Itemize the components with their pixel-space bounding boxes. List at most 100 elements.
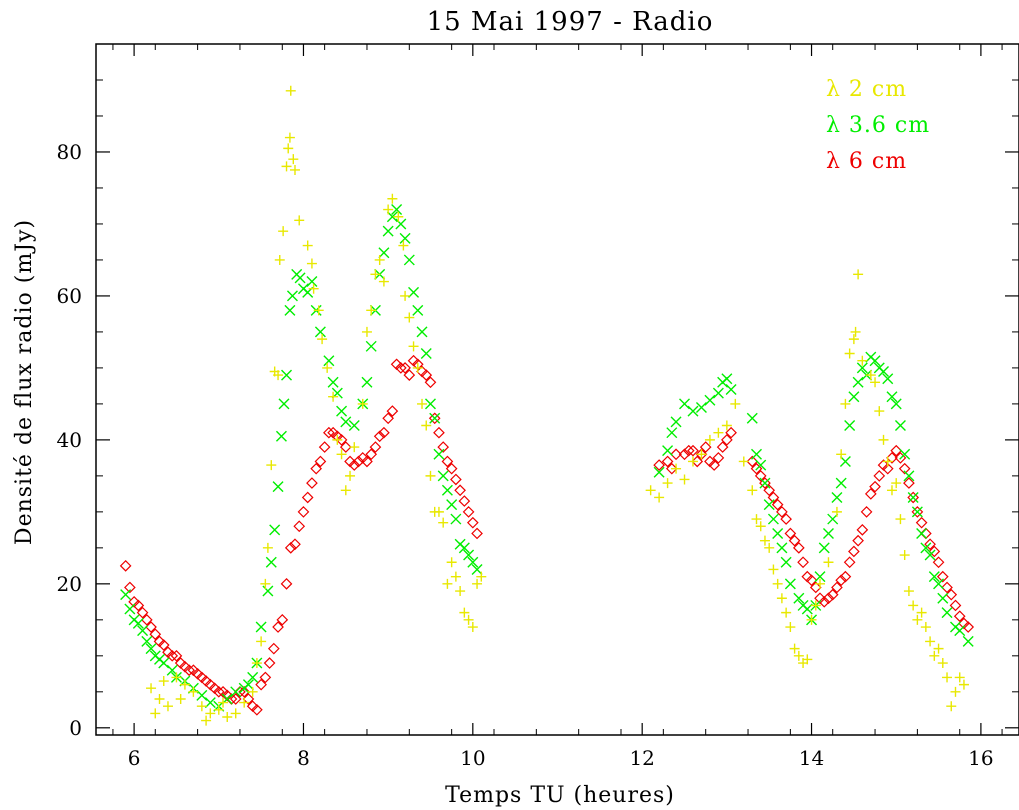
diamond-point — [276, 613, 289, 626]
diamond-point — [352, 455, 365, 468]
diamond-point — [323, 426, 335, 439]
plus-point — [891, 478, 902, 489]
plus-point — [815, 578, 826, 589]
diamond-point — [318, 441, 331, 453]
plus-point — [802, 654, 813, 665]
diamond-point — [780, 513, 792, 525]
x-tick-label: 16 — [968, 746, 993, 770]
plus-point — [823, 557, 834, 568]
cross-point — [382, 225, 394, 237]
plus-point — [840, 398, 851, 409]
x-tick-label: 8 — [297, 746, 310, 770]
plus-point — [222, 712, 233, 723]
plus-point — [844, 348, 855, 359]
diamond-point — [437, 441, 450, 453]
plus-point — [284, 132, 295, 143]
diamond-point — [856, 524, 869, 536]
diamond-point — [826, 588, 839, 601]
plus-point — [874, 406, 885, 417]
plus-point — [903, 586, 914, 597]
diamond-point — [670, 448, 682, 461]
plus-point — [857, 355, 868, 366]
diamond-point — [869, 480, 881, 493]
diamond-point — [848, 545, 860, 558]
diamond-point — [792, 542, 805, 554]
plus-point — [912, 614, 923, 625]
diamond-point — [767, 491, 780, 504]
plus-point — [425, 470, 436, 481]
diamond-point — [653, 459, 665, 471]
diamond-point — [255, 678, 267, 691]
diamond-point — [784, 527, 797, 540]
cross-point — [242, 679, 254, 691]
plus-point — [793, 650, 804, 661]
diamond-point — [962, 621, 975, 633]
plus-point — [942, 672, 953, 683]
plus-point — [278, 226, 289, 237]
plus-point — [895, 514, 906, 525]
plus-point — [313, 305, 324, 316]
cross-point — [408, 286, 420, 298]
cross-point — [848, 391, 860, 403]
diamond-point — [361, 455, 373, 468]
cross-point — [204, 697, 216, 709]
cross-point — [844, 419, 856, 431]
cross-point — [894, 419, 906, 431]
cross-point — [286, 290, 298, 302]
cross-point — [852, 376, 864, 388]
plus-point — [302, 240, 313, 251]
cross-point — [780, 556, 792, 568]
plus-point — [916, 607, 927, 618]
cross-point — [433, 448, 445, 460]
plus-point — [459, 607, 470, 618]
diamond-point — [369, 441, 382, 453]
y-tick-label: 60 — [57, 284, 82, 308]
diamond-point — [822, 592, 835, 605]
diamond-point — [306, 477, 318, 489]
plus-point — [950, 686, 961, 697]
chart-title: 15 Mai 1997 - Radio — [427, 7, 714, 37]
cross-point — [941, 607, 953, 619]
diamond-point — [259, 671, 272, 684]
diamond-point — [678, 448, 691, 461]
cross-point — [336, 405, 348, 417]
diamond-point — [712, 452, 725, 464]
plus-point — [467, 622, 478, 633]
y-axis-label: Densité de flux radio (mJy) — [12, 219, 37, 545]
plus-point — [349, 442, 360, 453]
y-tick-label: 80 — [57, 140, 82, 164]
cross-point — [361, 376, 373, 388]
diamond-point — [898, 462, 911, 475]
plus-point — [785, 622, 796, 633]
plus-point — [831, 506, 842, 517]
x-tick-label: 6 — [128, 746, 141, 770]
plus-point — [679, 474, 690, 485]
cross-point — [420, 348, 432, 360]
plus-point — [806, 614, 817, 625]
plus-point — [870, 377, 881, 388]
cross-point — [653, 466, 665, 478]
cross-point — [835, 477, 847, 489]
plus-point — [361, 326, 372, 337]
plus-point — [696, 449, 707, 460]
cross-point — [933, 578, 945, 590]
plus-point — [455, 586, 466, 597]
plus-point — [400, 290, 411, 301]
cross-point — [284, 304, 296, 316]
plus-point — [899, 550, 910, 561]
plus-point — [146, 683, 157, 694]
cross-point — [937, 592, 949, 604]
diamond-point — [382, 412, 394, 425]
plus-point — [755, 521, 766, 532]
plus-point — [776, 593, 787, 604]
plus-point — [175, 694, 186, 705]
cross-point — [725, 384, 737, 395]
plus-point — [687, 456, 698, 467]
plus-point — [196, 701, 207, 712]
diamond-point — [721, 434, 733, 446]
cross-point — [801, 603, 813, 615]
cross-point — [899, 448, 911, 460]
plus-point — [383, 204, 394, 215]
diamond-point — [378, 426, 390, 439]
